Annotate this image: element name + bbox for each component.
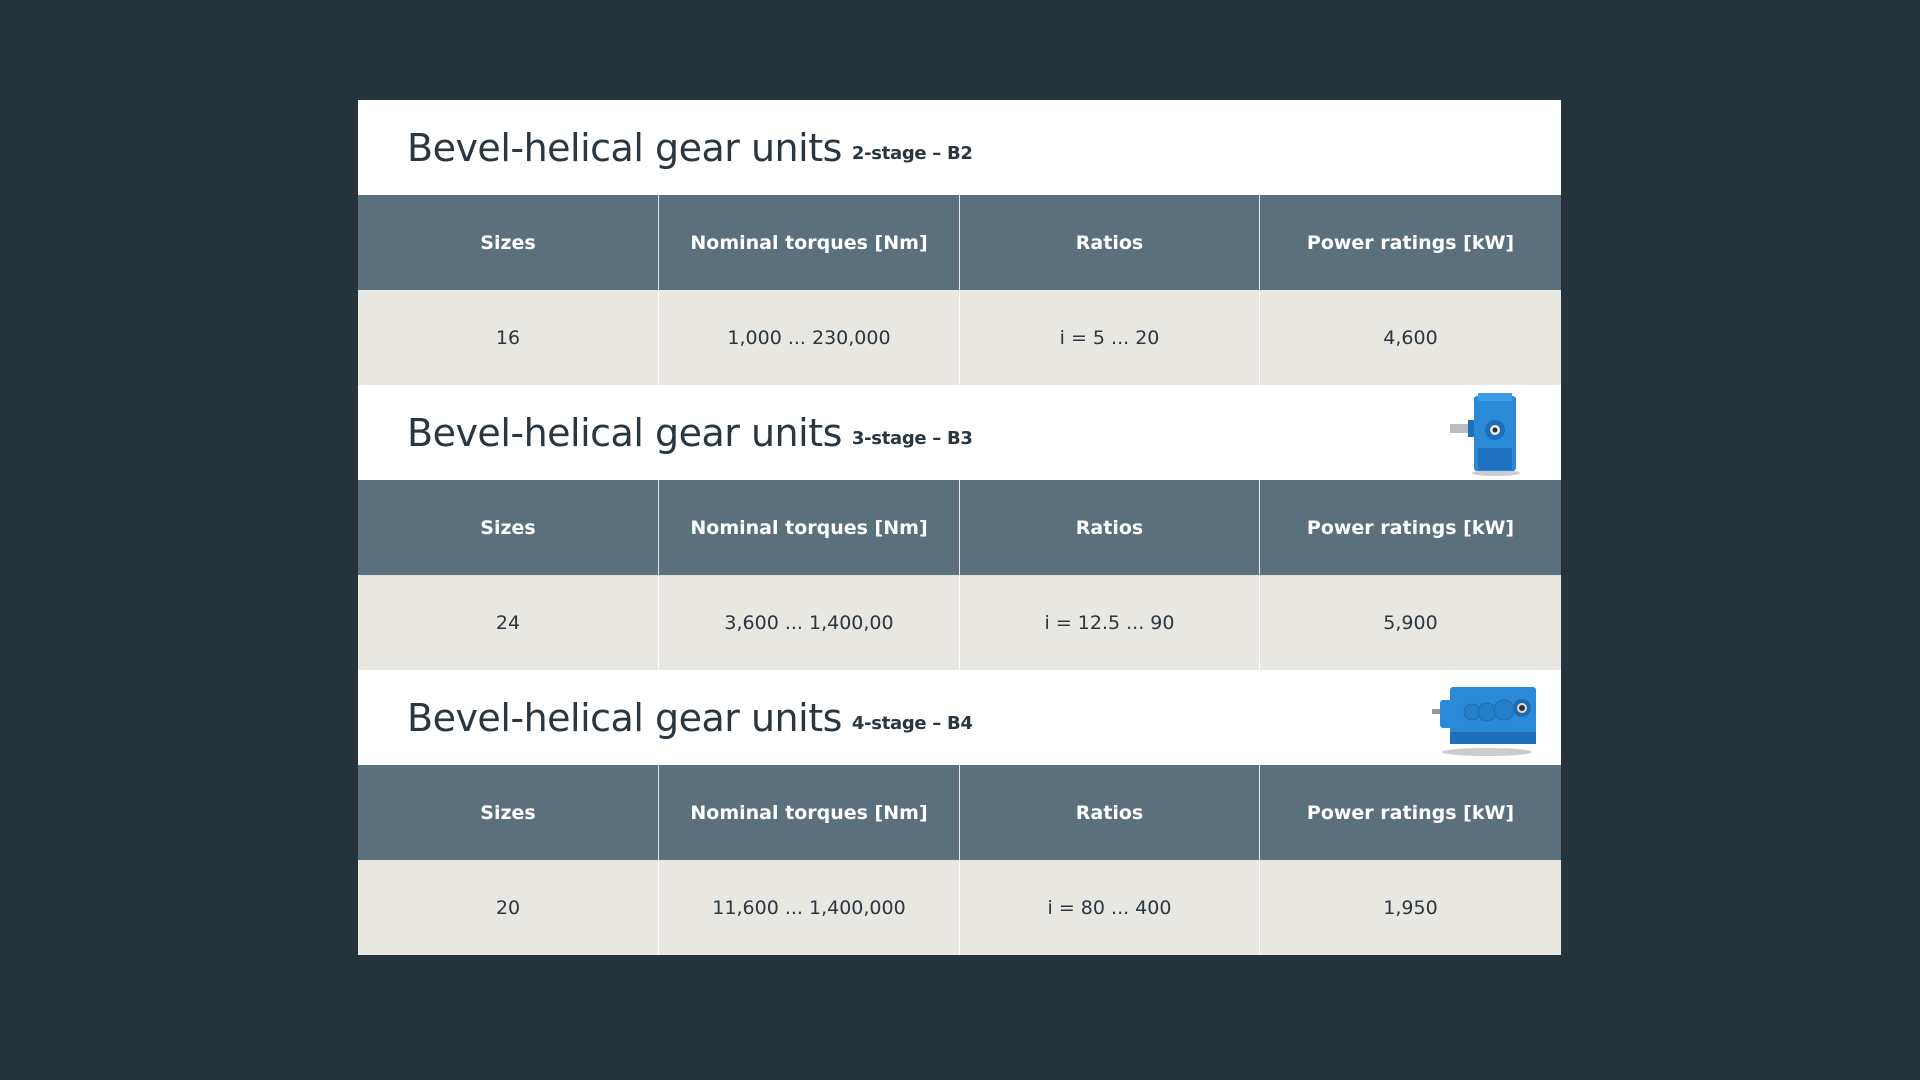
table-header: Sizes Nominal torques [Nm] Ratios Power … <box>358 480 1561 575</box>
header-ratios: Ratios <box>960 195 1260 290</box>
cell-power: 1,950 <box>1383 896 1438 919</box>
table-header: Sizes Nominal torques [Nm] Ratios Power … <box>358 195 1561 290</box>
header-sizes: Sizes <box>358 480 659 575</box>
vertical-gearbox-image <box>1450 393 1520 476</box>
header-torques: Nominal torques [Nm] <box>659 195 960 290</box>
header-sizes: Sizes <box>358 195 659 290</box>
table-row: 20 11,600 ... 1,400,000 i = 80 ... 400 1… <box>358 860 1561 955</box>
header-ratios: Ratios <box>960 765 1260 860</box>
cell-ratios: i = 12.5 ... 90 <box>960 575 1260 670</box>
cell-sizes: 20 <box>358 860 659 955</box>
table-header: Sizes Nominal torques [Nm] Ratios Power … <box>358 765 1561 860</box>
horizontal-gearbox-image <box>1432 687 1536 756</box>
cell-power: 5,900 <box>1383 611 1438 634</box>
section-subtitle: 3-stage – B3 <box>851 428 973 449</box>
header-ratios: Ratios <box>960 480 1260 575</box>
cell-torques: 1,000 ... 230,000 <box>659 290 960 385</box>
header-power: Power ratings [kW] <box>1306 516 1515 539</box>
section-subtitle: 4-stage – B4 <box>851 713 973 734</box>
table-row: 24 3,600 ... 1,400,00 i = 12.5 ... 90 5,… <box>358 575 1561 670</box>
cell-ratios: i = 80 ... 400 <box>960 860 1260 955</box>
header-torques: Nominal torques [Nm] <box>659 765 960 860</box>
header-torques: Nominal torques [Nm] <box>659 480 960 575</box>
cell-ratios: i = 5 ... 20 <box>960 290 1260 385</box>
header-power: Power ratings [kW] <box>1306 801 1515 824</box>
header-power: Power ratings [kW] <box>1306 231 1515 254</box>
cell-power: 4,600 <box>1383 326 1438 349</box>
cell-torques: 11,600 ... 1,400,000 <box>659 860 960 955</box>
table-row: 16 1,000 ... 230,000 i = 5 ... 20 4,600 <box>358 290 1561 385</box>
section-title: Bevel-helical gear units <box>407 125 842 170</box>
section-title: Bevel-helical gear units <box>407 695 842 740</box>
section-title: Bevel-helical gear units <box>407 410 842 455</box>
cell-torques: 3,600 ... 1,400,00 <box>659 575 960 670</box>
section-subtitle: 2-stage – B2 <box>851 143 973 164</box>
header-sizes: Sizes <box>358 765 659 860</box>
section-title-b3: Bevel-helical gear units 3-stage – B3 <box>358 385 1561 480</box>
section-title-b4: Bevel-helical gear units 4-stage – B4 <box>358 670 1561 765</box>
cell-sizes: 24 <box>358 575 659 670</box>
cell-sizes: 16 <box>358 290 659 385</box>
section-title-b2: Bevel-helical gear units 2-stage – B2 <box>358 100 1561 195</box>
gear-units-card: Bevel-helical gear units 2-stage – B2 Si… <box>358 100 1561 955</box>
